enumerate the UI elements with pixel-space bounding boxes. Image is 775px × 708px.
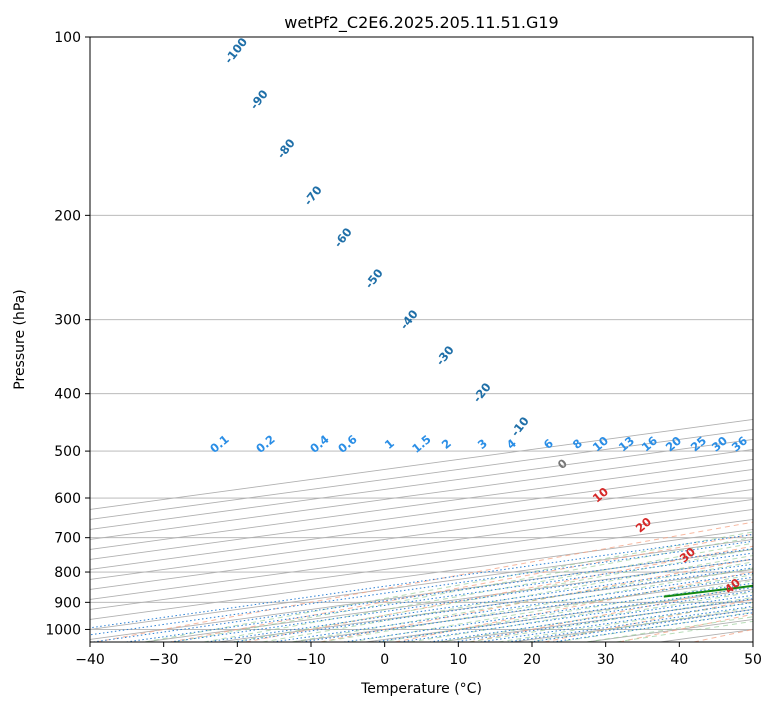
- x-tick-label: −30: [149, 652, 179, 668]
- x-tick-label: −40: [75, 652, 105, 668]
- isotherm-line: [90, 478, 753, 570]
- x-tick-label: 0: [380, 652, 389, 668]
- moist-adiabat-line: [351, 574, 753, 642]
- x-tick-label: 40: [670, 652, 688, 668]
- chart-title: wetPf2_C2E6.2025.205.11.51.G19: [284, 13, 558, 33]
- mixing-ratio-line: [552, 612, 753, 642]
- mixing-ratio-line: [206, 563, 753, 642]
- isotherm-line: [90, 488, 753, 580]
- moist-adiabat-line: [203, 542, 753, 642]
- mixing-ratio-line: [233, 567, 753, 642]
- x-tick-label: 10: [449, 652, 467, 668]
- x-axis-label: Temperature (°C): [360, 681, 482, 697]
- dry-adiabat-line: [395, 571, 753, 642]
- mixing-ratio-line: [93, 548, 753, 642]
- mixing-ratio-line: [272, 572, 753, 642]
- moist-adiabat-line: [144, 531, 753, 642]
- dry-adiabat-line: [320, 558, 753, 642]
- y-tick-label: 300: [54, 313, 81, 329]
- x-tick-label: 30: [597, 652, 615, 668]
- isotherm-line: [90, 508, 753, 600]
- plot-frame: [89, 36, 754, 643]
- isotherm-line: [90, 458, 753, 550]
- moist-adiabat-line: [292, 561, 753, 642]
- mixing-ratio-line: [170, 558, 753, 642]
- isotherm-line: [90, 468, 753, 560]
- y-tick-label: 200: [54, 208, 81, 224]
- isotherm-line: [90, 498, 753, 590]
- y-tick-label: 100: [54, 30, 81, 46]
- y-axis-label: Pressure (hPa): [12, 289, 28, 389]
- dry-adiabat-line: [170, 533, 753, 642]
- moist-adiabat-line: [468, 596, 753, 642]
- background-lines: [90, 37, 753, 642]
- y-tick-label: 700: [54, 531, 81, 547]
- y-tick-label: 900: [54, 595, 81, 611]
- mixing-ratio-line: [90, 533, 753, 629]
- y-tick-label: 400: [54, 387, 81, 403]
- mixing-ratio-line: [529, 609, 753, 642]
- y-tick-label: 800: [54, 565, 81, 581]
- y-tick-label: 1000: [45, 622, 81, 638]
- isotherm-line: [90, 528, 753, 620]
- moist-adiabat-line: [410, 586, 753, 642]
- x-tick-label: 50: [744, 652, 762, 668]
- y-tick-label: 600: [54, 491, 81, 507]
- moist-adiabat-line: [174, 536, 753, 642]
- isotherm-line: [90, 538, 753, 630]
- moist-adiabat-line: [262, 554, 753, 642]
- axes: −40 −30 −20 −10 0 10 20 30 40 50 100 200 300 400 500 60…: [45, 30, 762, 668]
- x-tick-label: −10: [296, 652, 326, 668]
- x-tick-label: −20: [223, 652, 253, 668]
- y-tick-label: 500: [54, 444, 81, 460]
- x-tick-label: 20: [523, 652, 541, 668]
- isotherm-line: [90, 518, 753, 610]
- dry-adiabat-line: [544, 599, 753, 642]
